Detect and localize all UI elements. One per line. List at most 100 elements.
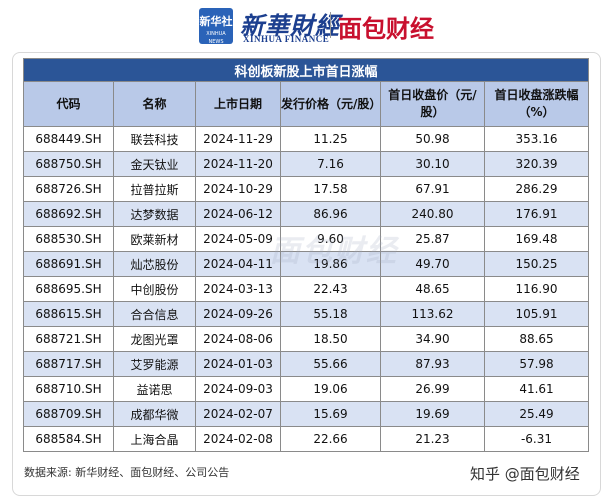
table-cell: 成都华微 [113, 401, 196, 427]
brand-divider [330, 12, 331, 38]
table-cell: 48.65 [380, 276, 485, 302]
table-cell: 上海合晶 [113, 426, 196, 452]
table-cell: 688717.SH [23, 351, 114, 377]
table-cell: 2024-10-29 [195, 176, 281, 202]
table-cell: 688710.SH [23, 376, 114, 402]
table-cell: 2024-08-06 [195, 326, 281, 352]
table-cell: 19.86 [280, 251, 381, 277]
table-cell: 合合信息 [113, 301, 196, 327]
table-cell: 41.61 [483, 376, 590, 402]
column-header: 首日收盘涨跌幅（%） [483, 81, 590, 127]
table-cell: 50.98 [380, 126, 485, 152]
table-cell: 353.16 [483, 126, 590, 152]
table-cell: 22.43 [280, 276, 381, 302]
table-cell: 57.98 [483, 351, 590, 377]
logo-text-en: XINHUA NEWS [206, 31, 226, 45]
table-cell: 688691.SH [23, 251, 114, 277]
table-cell: 2024-05-09 [195, 226, 281, 252]
table-row: 688691.SH 灿芯股份 2024-04-11 19.86 49.70 150.25 [23, 251, 590, 277]
table-row: 688710.SH 益诺思 2024-09-03 19.06 26.99 41.61 [23, 376, 590, 402]
column-header: 上市日期 [195, 81, 281, 127]
table-cell: 688692.SH [23, 201, 114, 227]
table-cell: 中创股份 [113, 276, 196, 302]
table-cell: 688584.SH [23, 426, 114, 452]
table-cell: 55.66 [280, 351, 381, 377]
table-cell: 18.50 [280, 326, 381, 352]
table-cell: 30.10 [380, 151, 485, 177]
table-cell: 67.91 [380, 176, 485, 202]
table-cell: 105.91 [483, 301, 590, 327]
table-cell: 55.18 [280, 301, 381, 327]
table-cell: 拉普拉斯 [113, 176, 196, 202]
table-cell: 15.69 [280, 401, 381, 427]
table-cell: 113.62 [380, 301, 485, 327]
table-row: 688615.SH 合合信息 2024-09-26 55.18 113.62 105.91 [23, 301, 590, 327]
table-cell: 灿芯股份 [113, 251, 196, 277]
page-header: 新华社 XINHUA NEWS 新華財經 XINHUA FINANCE 面包财经 [0, 0, 611, 52]
table-cell: 艾罗能源 [113, 351, 196, 377]
table-cell: 19.06 [280, 376, 381, 402]
table-row: 688695.SH 中创股份 2024-03-13 22.43 48.65 116.90 [23, 276, 590, 302]
table-cell: 87.93 [380, 351, 485, 377]
xinhua-finance-brand-en: XINHUA FINANCE [243, 34, 330, 44]
table-cell: 2024-09-03 [195, 376, 281, 402]
table-title: 科创板新股上市首日涨幅 [22, 58, 590, 82]
table-cell: 19.69 [380, 401, 485, 427]
table-cell: 欧莱新材 [113, 226, 196, 252]
table-cell: 2024-04-11 [195, 251, 281, 277]
xinhua-finance-brand: 新華財經 [240, 11, 340, 40]
table-cell: 2024-11-29 [195, 126, 281, 152]
table-cell: 2024-01-03 [195, 351, 281, 377]
logo-text-cn: 新华社 [199, 15, 233, 28]
table-cell: 2024-02-08 [195, 426, 281, 452]
table-cell: 88.65 [483, 326, 590, 352]
xinhua-logo: 新华社 XINHUA NEWS [199, 8, 233, 45]
table-cell: 286.29 [483, 176, 590, 202]
table-cell: 169.48 [483, 226, 590, 252]
table-row: 688721.SH 龙图光罩 2024-08-06 18.50 34.90 88.65 [23, 326, 590, 352]
table-cell: 11.25 [280, 126, 381, 152]
column-header: 代码 [23, 81, 114, 127]
column-header: 名称 [113, 81, 196, 127]
table-cell: 2024-09-26 [195, 301, 281, 327]
table-cell: 25.87 [380, 226, 485, 252]
table-cell: 22.66 [280, 426, 381, 452]
table-cell: 34.90 [380, 326, 485, 352]
table-cell: 17.58 [280, 176, 381, 202]
table-cell: 116.90 [483, 276, 590, 302]
table-cell: 金天钛业 [113, 151, 196, 177]
table-cell: 688721.SH [23, 326, 114, 352]
table-row: 688726.SH 拉普拉斯 2024-10-29 17.58 67.91 286.29 [23, 176, 590, 202]
table-cell: 2024-06-12 [195, 201, 281, 227]
table-cell: 86.96 [280, 201, 381, 227]
table-cell: 龙图光罩 [113, 326, 196, 352]
data-source-note: 数据来源: 新华财经、面包财经、公司公告 [24, 466, 230, 479]
table-cell: 688695.SH [23, 276, 114, 302]
table-cell: 7.16 [280, 151, 381, 177]
ipo-table: 科创板新股上市首日涨幅 代码 名称 上市日期 发行价格（元/股） 首日收盘价（元/股）首… [22, 58, 590, 452]
table-row: 688709.SH 成都华微 2024-02-07 15.69 19.69 25.49 [23, 401, 590, 427]
table-cell: 益诺思 [113, 376, 196, 402]
table-cell: 25.49 [483, 401, 590, 427]
table-row: 688750.SH 金天钛业 2024-11-20 7.16 30.10 320.39 [23, 151, 590, 177]
table-cell: 2024-11-20 [195, 151, 281, 177]
table-row: 688692.SH 达梦数据 2024-06-12 86.96 240.80 176.91 [23, 201, 590, 227]
center-watermark: 面包财经 [270, 234, 398, 269]
table-cell: 达梦数据 [113, 201, 196, 227]
table-body: 688449.SH 联芸科技 2024-11-29 11.25 50.98 353.16 6… [23, 126, 590, 452]
table-row: 688449.SH 联芸科技 2024-11-29 11.25 50.98 353.16 [23, 126, 590, 152]
table-cell: 688726.SH [23, 176, 114, 202]
table-row: 688717.SH 艾罗能源 2024-01-03 55.66 87.93 57.98 [23, 351, 590, 377]
column-header: 发行价格（元/股） [280, 81, 381, 127]
table-cell: 2024-03-13 [195, 276, 281, 302]
table-cell: 21.23 [380, 426, 485, 452]
mianbao-finance-brand: 面包财经 [338, 15, 434, 43]
table-cell: 688615.SH [23, 301, 114, 327]
table-cell: 联芸科技 [113, 126, 196, 152]
table-cell: -6.31 [483, 426, 590, 452]
table-cell: 688530.SH [23, 226, 114, 252]
table-cell: 688449.SH [23, 126, 114, 152]
table-cell: 240.80 [380, 201, 485, 227]
zhihu-watermark: 知乎 @面包财经 [470, 465, 580, 483]
column-header: 首日收盘价（元/股） [380, 81, 485, 127]
